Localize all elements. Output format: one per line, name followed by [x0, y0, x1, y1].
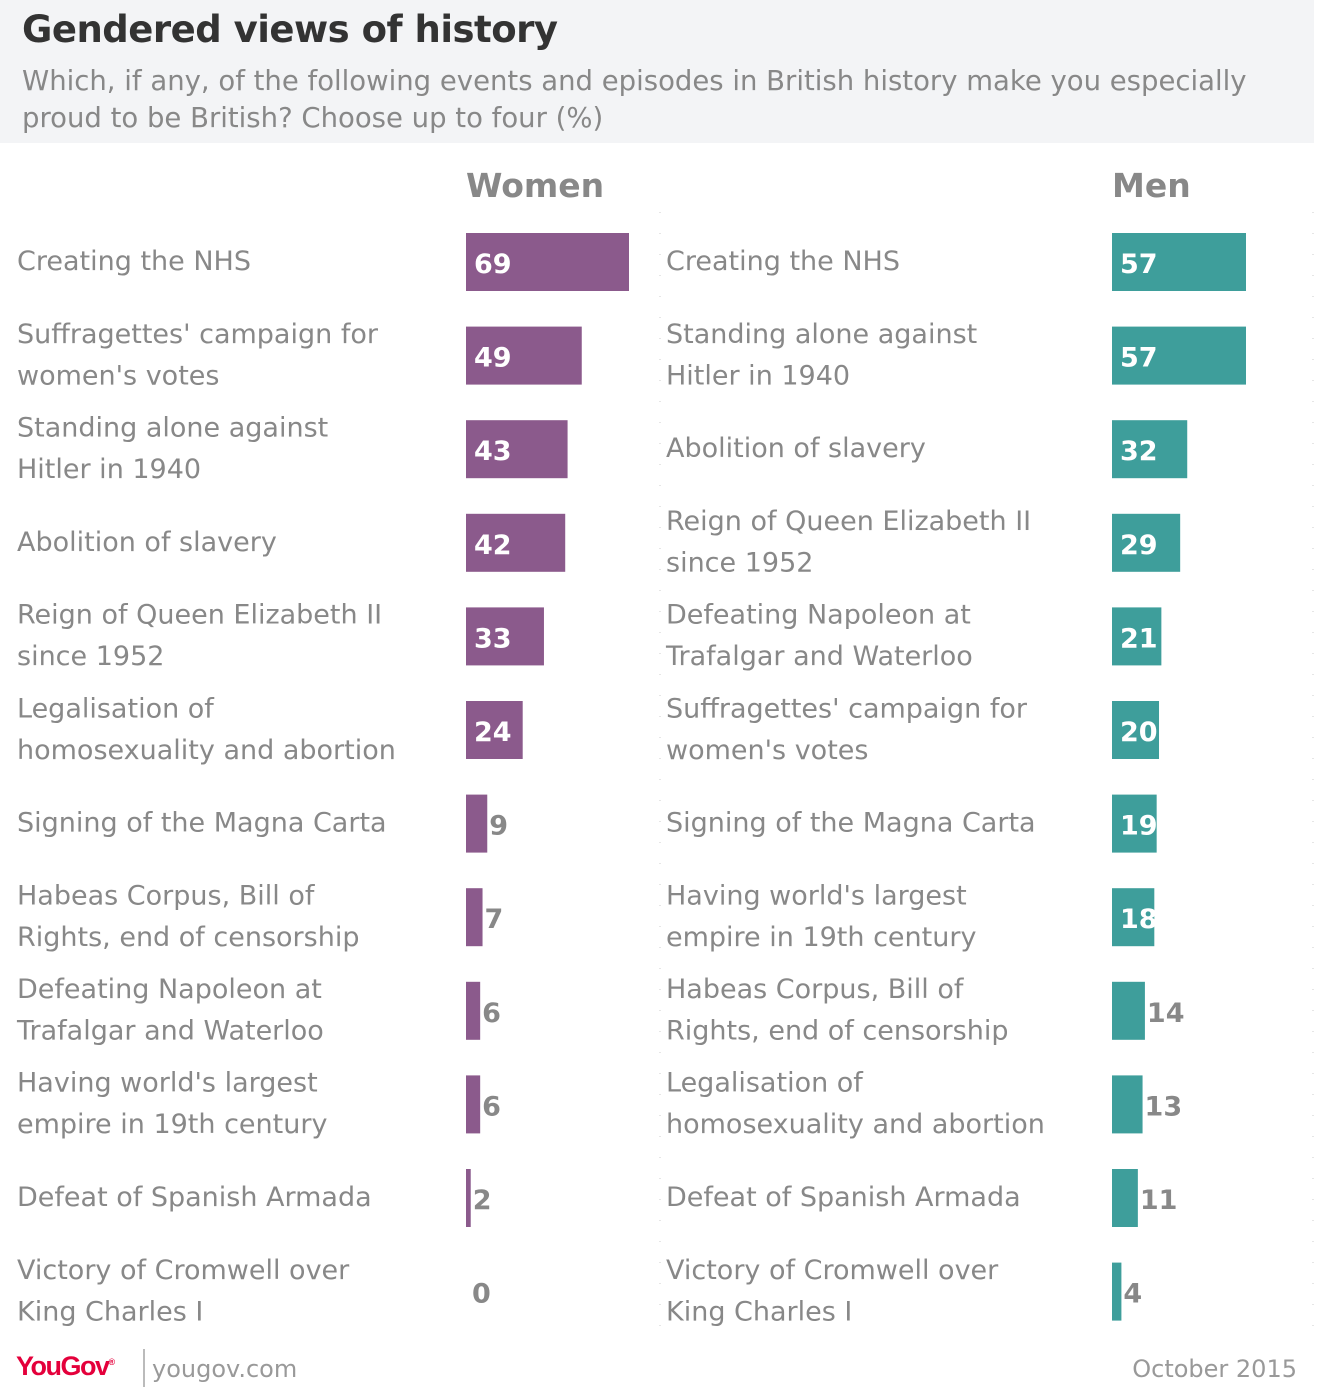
women-value-label: 69: [474, 249, 512, 280]
men-value-label: 57: [1120, 343, 1158, 374]
women-bar: [466, 794, 488, 853]
men-category-label: Habeas Corpus, Bill of Rights, end of cen…: [666, 974, 1008, 1047]
women-category-label: Suffragettes' campaign for women's votes: [17, 319, 379, 392]
women-value-label: 33: [474, 623, 512, 654]
chart-header: Gendered views of history Which, if any,…: [0, 0, 1314, 143]
women-category-label: Defeating Napoleon at Trafalgar and Water…: [16, 974, 324, 1047]
men-value-label: 13: [1145, 1091, 1183, 1122]
men-value-label: 14: [1147, 998, 1185, 1029]
men-value-label: 20: [1120, 717, 1158, 748]
women-category-label: Victory of Cromwell over King Charles I: [17, 1255, 350, 1328]
men-category-label: Creating the NHS: [666, 246, 900, 277]
men-bar: [1112, 326, 1246, 385]
women-value-label: 24: [474, 717, 512, 748]
women-bar: [466, 420, 568, 479]
footer: YouGov® yougov.com October 2015: [0, 1345, 1317, 1388]
men-category-label: Standing alone against Hitler in 1940: [666, 319, 977, 392]
women-category-label: Creating the NHS: [17, 246, 251, 277]
men-value-label: 11: [1140, 1185, 1178, 1216]
women-value-label: 49: [474, 343, 512, 374]
men-bar: [1112, 513, 1181, 572]
women-column-title: Women: [466, 166, 605, 205]
women-category-label: Having world's largest empire in 19th cen…: [17, 1068, 327, 1141]
women-value-label: 7: [485, 904, 504, 935]
men-value-label: 29: [1120, 530, 1158, 561]
men-value-label: 21: [1120, 623, 1158, 654]
men-bar: [1112, 1075, 1143, 1134]
women-category-label: Legalisation of homosexuality and abortio…: [17, 693, 396, 766]
women-category-label: Habeas Corpus, Bill of Rights, end of cen…: [17, 880, 359, 953]
men-value-label: 57: [1120, 249, 1158, 280]
men-bar: [1112, 1169, 1138, 1227]
women-bar: [466, 607, 544, 666]
men-category-label: Defeating Napoleon at Trafalgar and Water…: [665, 600, 973, 673]
chart-subtitle: Which, if any, of the following events a…: [22, 65, 1247, 134]
site-url: yougov.com: [152, 1355, 298, 1383]
women-bar: [466, 513, 566, 572]
men-bar: [1112, 701, 1160, 759]
chart-title: Gendered views of history: [22, 8, 558, 51]
women-bar: [466, 1169, 471, 1227]
men-value-label: 18: [1120, 904, 1158, 935]
yougov-logo: YouGov®: [16, 1351, 115, 1382]
men-category-label: Suffragettes' campaign for women's votes: [666, 693, 1028, 766]
men-column-title: Men: [1112, 166, 1191, 205]
women-category-label: Signing of the Magna Carta: [17, 808, 387, 839]
women-bar: [466, 981, 481, 1040]
women-value-label: 43: [474, 436, 512, 467]
women-bar: [466, 233, 629, 291]
men-category-label: Having world's largest empire in 19th cen…: [666, 880, 976, 953]
women-category-label: Reign of Queen Elizabeth II since 1952: [17, 600, 382, 673]
men-bar: [1112, 1262, 1122, 1321]
women-bar: [466, 701, 523, 759]
women-bar: [466, 888, 483, 947]
women-category-label: Abolition of slavery: [17, 527, 277, 558]
men-bar: [1112, 888, 1155, 947]
men-bar: [1112, 981, 1145, 1040]
men-value-label: 4: [1123, 1279, 1142, 1310]
women-value-label: 6: [482, 1091, 501, 1122]
women-category-label: Standing alone against Hitler in 1940: [17, 412, 328, 485]
women-value-label: 9: [489, 811, 508, 842]
men-bar: [1112, 794, 1157, 853]
men-value-label: 32: [1120, 436, 1158, 467]
men-category-label: Signing of the Magna Carta: [666, 808, 1036, 839]
women-value-label: 6: [482, 998, 501, 1029]
men-bar: [1112, 233, 1246, 291]
women-value-label: 42: [474, 530, 512, 561]
women-bar: [466, 326, 582, 385]
brand-name: YouGov: [16, 1351, 110, 1381]
men-category-label: Victory of Cromwell over King Charles I: [666, 1255, 999, 1328]
men-category-label: Defeat of Spanish Armada: [666, 1182, 1021, 1213]
men-category-label: Legalisation of homosexuality and abortio…: [666, 1068, 1045, 1141]
women-value-label: 0: [472, 1279, 491, 1310]
footer-divider: [143, 1349, 145, 1387]
men-value-label: 19: [1120, 811, 1158, 842]
women-bar: [466, 1075, 481, 1134]
men-category-label: Reign of Queen Elizabeth II since 1952: [666, 506, 1031, 579]
men-bar: [1112, 607, 1162, 666]
registered-mark: ®: [108, 1357, 116, 1367]
men-category-label: Abolition of slavery: [666, 433, 926, 464]
publication-date: October 2015: [1132, 1355, 1297, 1383]
men-bar: [1112, 420, 1188, 479]
women-value-label: 2: [473, 1185, 492, 1216]
women-category-label: Defeat of Spanish Armada: [17, 1182, 372, 1213]
